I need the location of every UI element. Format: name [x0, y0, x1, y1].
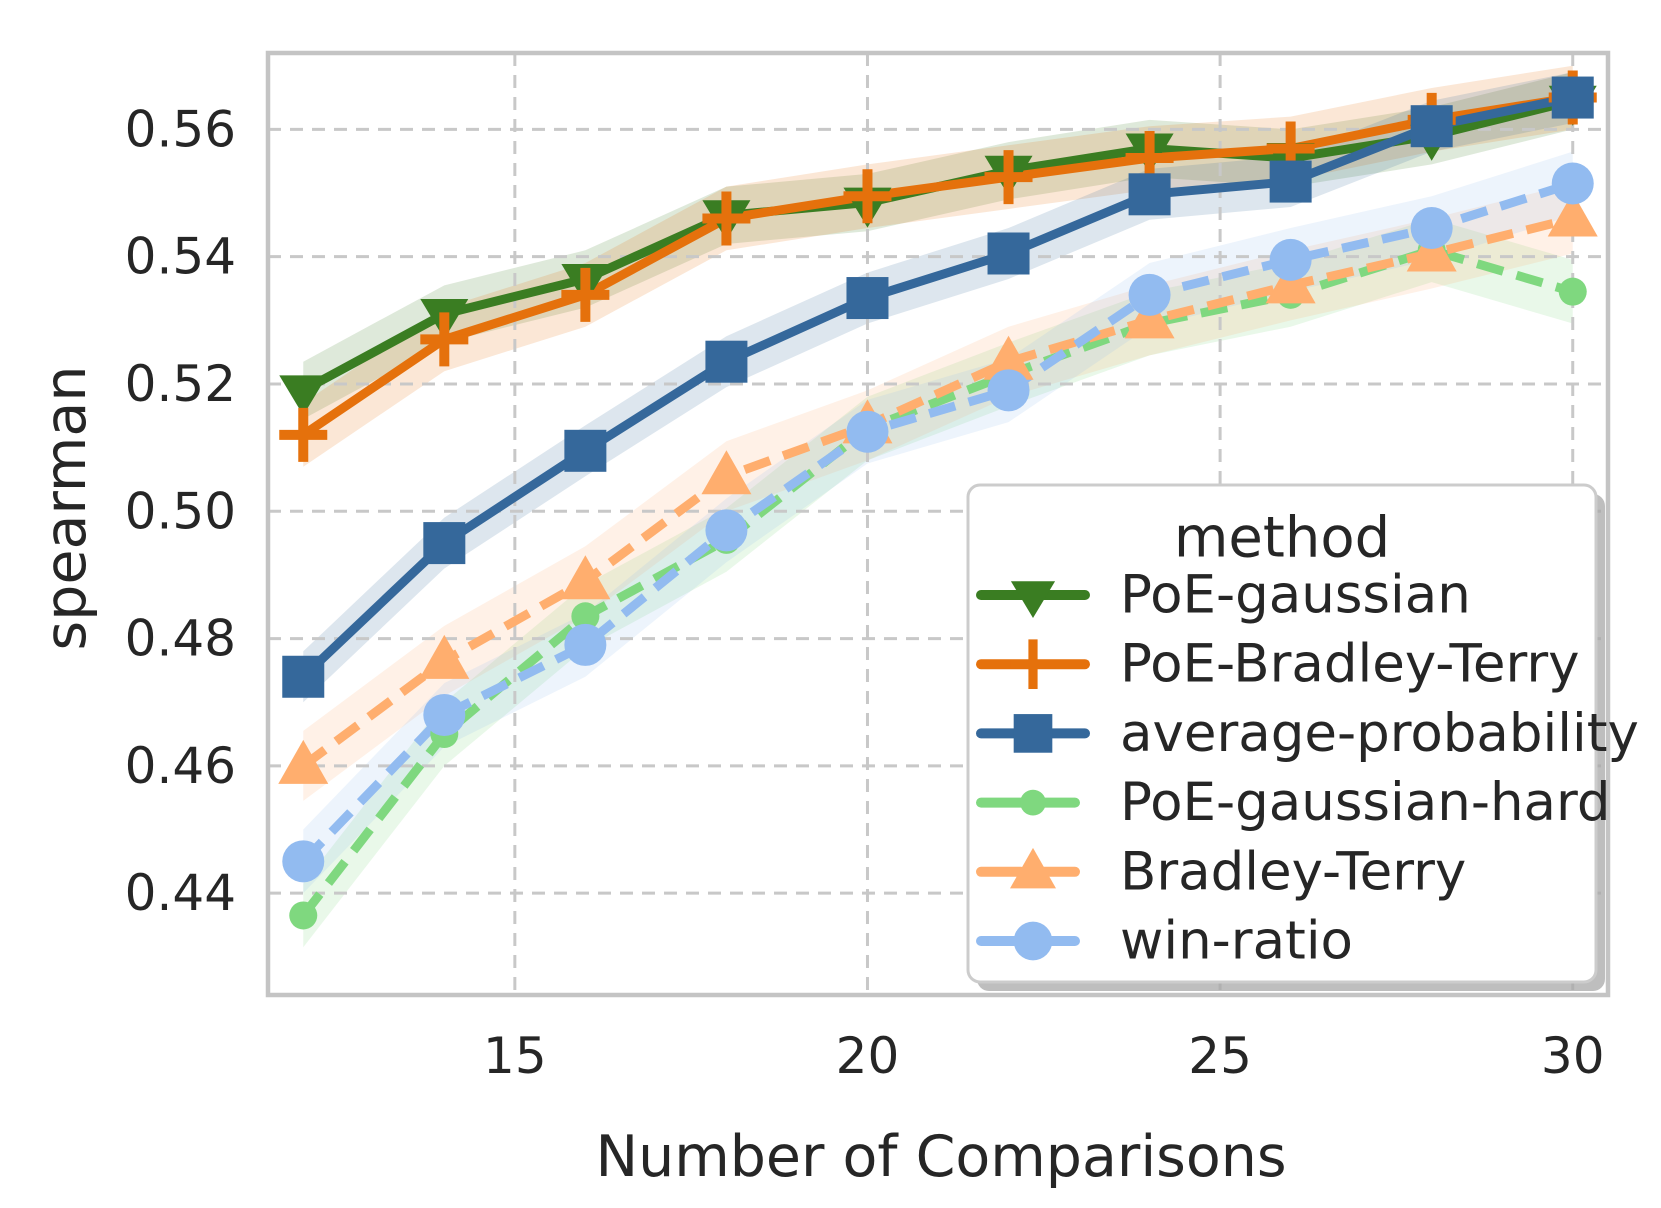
- legend-entry: Bradley-Terry: [976, 841, 1466, 902]
- square-marker: [564, 429, 607, 472]
- y-tick-label: 0.56: [125, 100, 236, 158]
- plus-marker: [984, 150, 1033, 205]
- x-tick-label: 30: [1541, 1027, 1605, 1085]
- small-circle-marker: [1558, 277, 1587, 306]
- y-tick-label: 0.44: [125, 864, 236, 922]
- triangle-up-marker: [1547, 192, 1598, 237]
- square-marker: [1269, 160, 1312, 203]
- square-marker: [1551, 76, 1594, 119]
- square-marker: [1128, 173, 1171, 216]
- square-marker: [1013, 714, 1053, 753]
- legend-label: average-probability: [1120, 703, 1639, 764]
- legend-entry: PoE-gaussian-hard: [976, 772, 1611, 833]
- circle-marker: [846, 410, 889, 453]
- circle-marker: [987, 369, 1030, 412]
- y-tick-label: 0.46: [125, 737, 236, 795]
- series-markers: [278, 70, 1598, 930]
- x-axis-label: Number of Comparisons: [595, 1124, 1286, 1190]
- circle-marker: [1013, 921, 1053, 961]
- triangle-up-marker: [419, 634, 470, 679]
- y-tick-label: 0.54: [125, 228, 236, 286]
- circle-marker: [1410, 207, 1453, 250]
- legend-label: PoE-Bradley-Terry: [1120, 634, 1580, 695]
- legend-label: win-ratio: [1120, 911, 1353, 972]
- square-marker: [705, 340, 748, 383]
- y-tick-label: 0.52: [125, 355, 236, 413]
- series-line: [300, 214, 1574, 770]
- small-circle-marker: [1020, 789, 1046, 816]
- circle-marker: [1128, 273, 1171, 316]
- triangle-up-marker: [983, 335, 1034, 380]
- square-marker: [987, 232, 1030, 275]
- triangle-down-marker: [279, 375, 328, 416]
- square-marker: [282, 655, 325, 698]
- triangle-up-marker: [1265, 259, 1316, 304]
- circle-marker: [282, 840, 325, 883]
- triangle-down-marker: [1010, 581, 1056, 618]
- plus-marker: [561, 267, 610, 322]
- plus-marker: [843, 169, 892, 224]
- circle-marker: [1551, 162, 1594, 205]
- x-tick-label: 20: [836, 1027, 900, 1085]
- triangle-up-marker: [701, 450, 752, 495]
- square-marker: [1410, 105, 1453, 148]
- legend-title: method: [1174, 506, 1390, 571]
- y-axis-label: spearman: [33, 366, 99, 651]
- y-tick-label: 0.50: [125, 482, 236, 540]
- y-tick-label: 0.48: [125, 610, 236, 668]
- series-lines: [299, 93, 1575, 919]
- plus-marker: [1010, 639, 1056, 690]
- legend-entry: average-probability: [976, 703, 1639, 764]
- legend-label: Bradley-Terry: [1120, 841, 1466, 902]
- series-line: [300, 179, 1575, 865]
- square-marker: [846, 277, 889, 320]
- plus-marker: [420, 312, 469, 367]
- y-tick-labels: 0.44 0.46 0.48 0.50 0.52 0.54 0.56: [125, 100, 236, 922]
- triangle-up-marker: [278, 739, 329, 784]
- plus-marker: [279, 407, 328, 462]
- x-tick-label: 15: [483, 1027, 547, 1085]
- legend-label: PoE-gaussian-hard: [1120, 772, 1611, 833]
- series-line: [300, 93, 1574, 681]
- x-tick-labels: 15 20 25 30: [483, 1027, 1605, 1085]
- confidence-band: [303, 65, 1573, 467]
- small-circle-marker: [571, 602, 600, 631]
- series-line: [299, 245, 1575, 919]
- circle-marker: [1269, 238, 1312, 281]
- legend-entry: win-ratio: [976, 911, 1353, 972]
- legend-entry: PoE-Bradley-Terry: [976, 634, 1580, 695]
- legend-label: PoE-gaussian: [1120, 565, 1471, 626]
- plus-marker: [702, 191, 751, 246]
- legend-entry: PoE-gaussian: [976, 565, 1471, 626]
- x-tick-label: 25: [1188, 1027, 1252, 1085]
- circle-marker: [423, 693, 466, 736]
- legend-box: [966, 483, 1598, 984]
- small-circle-marker: [289, 901, 318, 930]
- triangle-up-marker: [1124, 294, 1175, 339]
- triangle-up-marker: [1010, 847, 1056, 889]
- circle-marker: [564, 623, 607, 666]
- plot-frame: [265, 50, 1611, 998]
- circle-marker: [705, 509, 748, 552]
- series-line: [300, 93, 1574, 439]
- triangle-up-marker: [1406, 227, 1457, 272]
- square-marker: [423, 522, 466, 565]
- triangle-up-marker: [560, 555, 611, 600]
- confidence-band: [303, 183, 1573, 801]
